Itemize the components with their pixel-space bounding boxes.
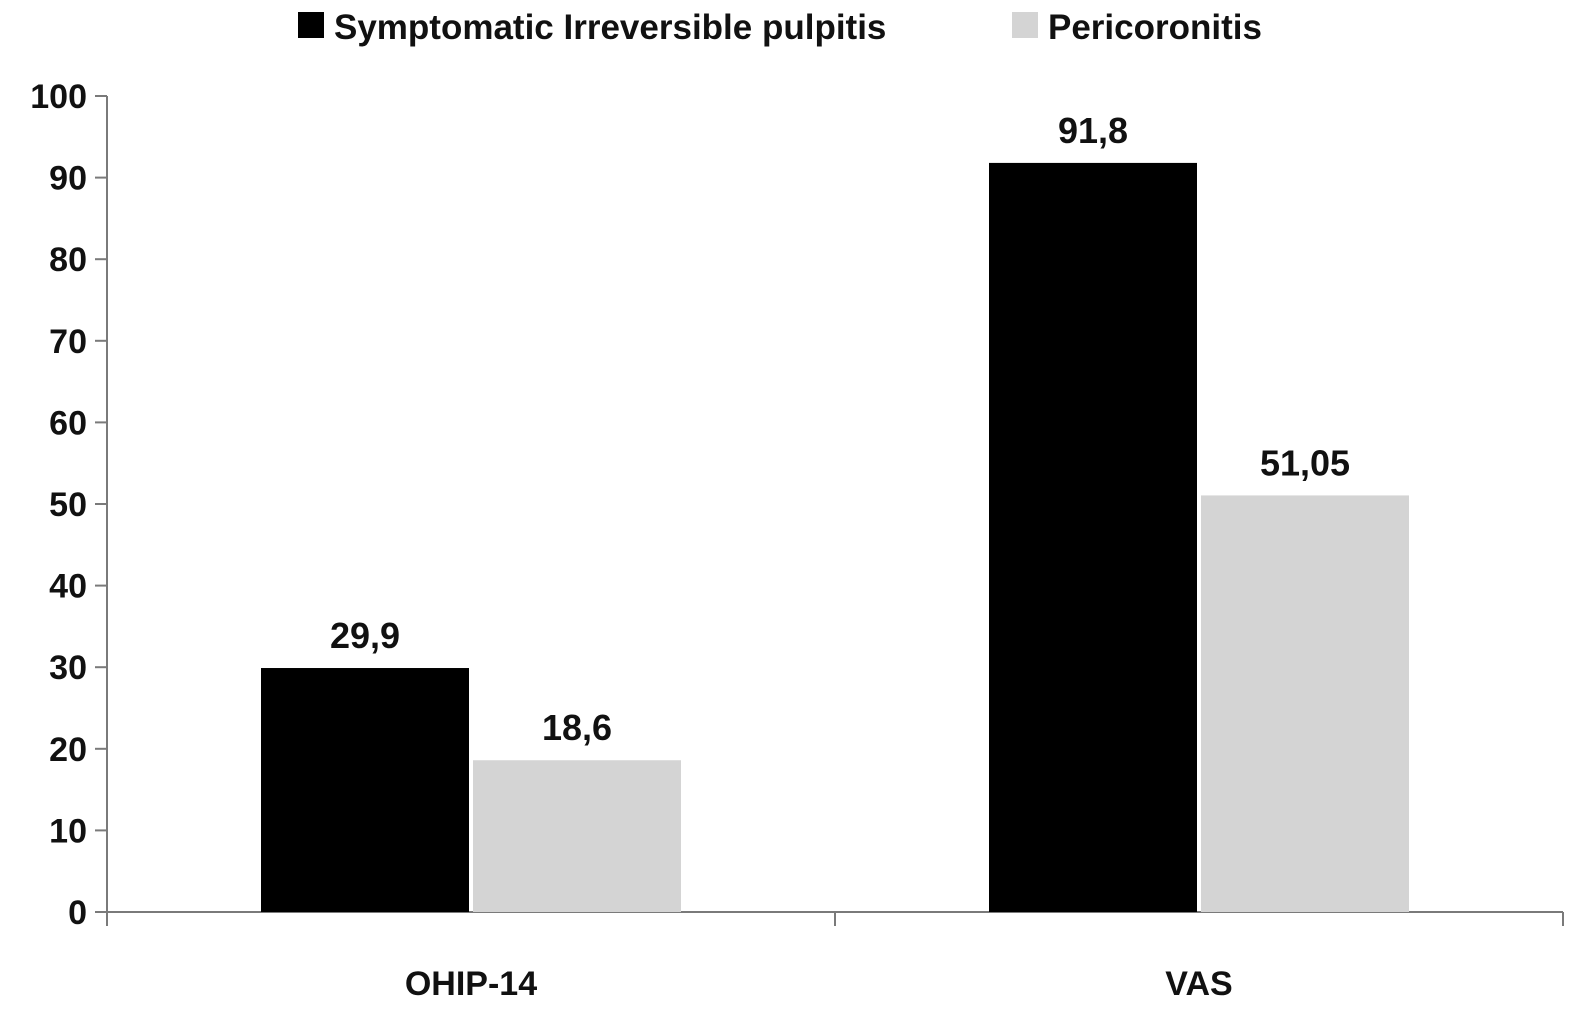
y-tick-label: 70 (49, 323, 87, 361)
x-category-label: VAS (1165, 965, 1232, 1003)
bar-vas-series-1 (989, 162, 1197, 913)
y-tick-label: 50 (49, 486, 87, 524)
y-tick-label: 0 (68, 894, 87, 932)
y-tick-label: 40 (49, 568, 87, 606)
x-axis: OHIP-14 VAS (95, 911, 1564, 1003)
legend-swatch-1 (298, 12, 324, 38)
data-label: 18,6 (542, 707, 612, 748)
legend-label-2: Pericoronitis (1048, 8, 1262, 47)
y-tick-label: 30 (49, 649, 87, 687)
y-tick-label: 60 (49, 404, 87, 442)
y-tick-label: 10 (49, 812, 87, 850)
legend-swatch-2 (1012, 12, 1038, 38)
data-label: 29,9 (330, 615, 400, 656)
bar-ohip-14-series-2 (473, 760, 681, 912)
y-tick-label: 90 (49, 160, 87, 198)
y-tick-label: 20 (49, 731, 87, 769)
y-tick-label: 100 (30, 78, 87, 116)
legend-label-1: Symptomatic Irreversible pulpitis (334, 8, 886, 47)
bars (261, 162, 1409, 913)
y-axis: 0 10 20 30 40 50 60 70 80 90 100 (30, 78, 108, 932)
legend: Symptomatic Irreversible pulpitis Pericor… (298, 8, 1262, 47)
y-tick-label: 80 (49, 241, 87, 279)
bar-ohip-14-series-1 (261, 668, 469, 912)
bar-vas-series-2 (1201, 495, 1409, 912)
data-label: 91,8 (1058, 110, 1128, 151)
data-labels: 29,9 18,6 91,8 51,05 (330, 110, 1350, 748)
x-category-label: OHIP-14 (405, 965, 537, 1003)
data-label: 51,05 (1260, 442, 1350, 483)
